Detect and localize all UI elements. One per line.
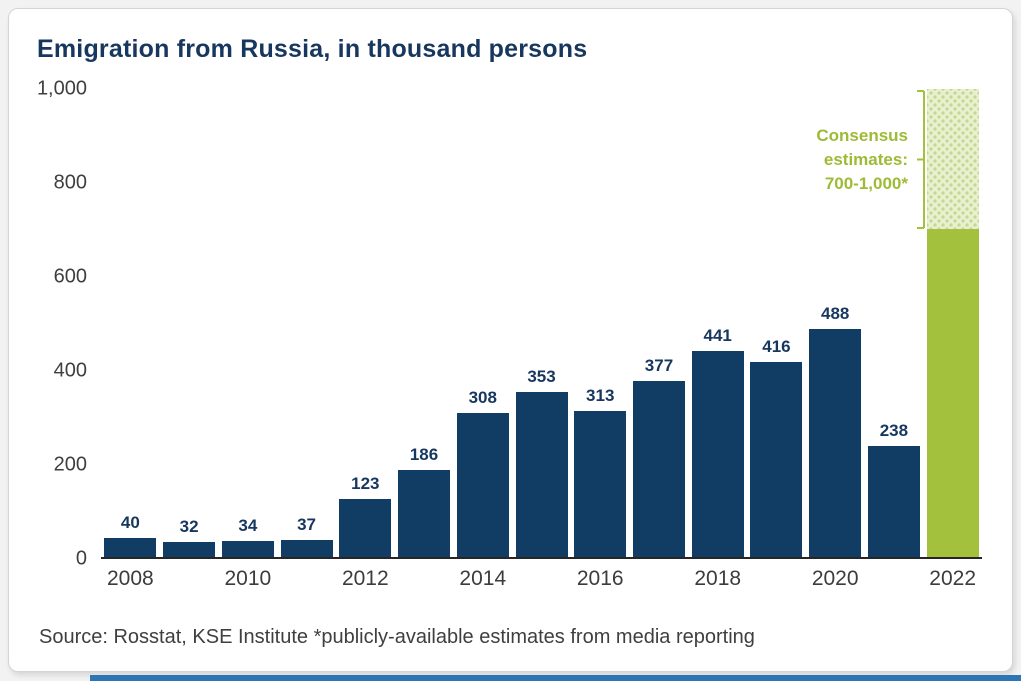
x-tick-label: 2010 [224, 567, 272, 590]
bar-column: 353 [512, 89, 571, 557]
x-tick-label [160, 567, 219, 591]
bar-column: 40 [101, 89, 160, 557]
bar-column [923, 89, 982, 557]
bar-column: 123 [336, 89, 395, 557]
bar-value-label: 441 [703, 325, 732, 345]
bar-value-label: 40 [120, 513, 140, 533]
x-tick-label: 2014 [459, 567, 507, 590]
bar-value-label: 353 [527, 366, 556, 386]
estimate-range-bracket [917, 90, 925, 229]
x-tick-label: 2022 [929, 567, 976, 590]
bar-column: 32 [160, 89, 219, 557]
y-tick-label: 800 [53, 171, 87, 194]
y-tick-label: 0 [75, 547, 87, 570]
chart-card: Emigration from Russia, in thousand pers… [8, 8, 1013, 672]
x-tick-label [630, 567, 689, 591]
bottom-blue-strip [90, 675, 1021, 681]
bar-value-label: 123 [351, 474, 380, 494]
x-tick-label [747, 567, 806, 591]
x-tick-label [865, 567, 924, 591]
bar-column: 416 [747, 89, 806, 557]
annotation-line: Consensus [816, 125, 908, 145]
chart-area: 0 200 400 600 800 1,000 Consensus estimates: … [37, 78, 982, 570]
bar-column: 238 [865, 89, 924, 557]
bar-value-label: 416 [762, 337, 791, 357]
bar-2021: 238 [867, 421, 920, 557]
bar-2011: 37 [280, 515, 333, 557]
x-tick-label: 2018 [694, 567, 742, 590]
bar-2013: 186 [398, 445, 451, 557]
x-tick-label: 2008 [107, 567, 154, 590]
bar-2012: 123 [339, 474, 392, 557]
bar-column: 488 [806, 89, 865, 557]
x-tick-label [395, 567, 454, 591]
bar-column: 313 [571, 89, 630, 557]
bar-2022-estimate [926, 89, 979, 557]
bar-value-label: 313 [586, 385, 615, 405]
bar-2015: 353 [515, 367, 568, 557]
consensus-annotation: Consensus estimates: 700-1,000* [816, 89, 928, 230]
bar-2014: 308 [456, 388, 509, 557]
bar-2019: 416 [750, 337, 803, 557]
bar-column: 377 [630, 89, 689, 557]
bar-2017: 377 [632, 356, 685, 557]
bar-2008: 40 [104, 513, 157, 557]
y-tick-label: 400 [53, 359, 87, 382]
x-tick-label [277, 567, 336, 591]
bar-column: 186 [395, 89, 454, 557]
x-tick-label [512, 567, 571, 591]
estimate-range-segment [926, 89, 979, 230]
bar-column: 308 [453, 89, 512, 557]
bar-value-label: 238 [879, 420, 909, 440]
bar-value-label: 308 [468, 387, 497, 407]
x-axis: 2008 2010 2012 2014 2016 2018 2020 2022 [101, 567, 982, 591]
source-note: Source: Rosstat, KSE Institute *publicly… [39, 626, 755, 648]
x-tick-label: 2012 [341, 567, 389, 590]
x-tick-label: 2016 [576, 567, 624, 590]
bar-value-label: 377 [644, 355, 674, 375]
bar-column: 34 [218, 89, 277, 557]
estimate-solid-segment [926, 229, 979, 557]
bar-column: 441 [688, 89, 747, 557]
bar-value-label: 186 [409, 444, 439, 464]
bar-2020: 488 [809, 304, 862, 557]
y-tick-label: 1,000 [36, 77, 87, 100]
y-tick-label: 600 [53, 265, 87, 288]
bar-value-label: 488 [820, 303, 850, 323]
bar-2018: 441 [691, 326, 744, 557]
bar-2016: 313 [574, 386, 627, 557]
y-axis: 0 200 400 600 800 1,000 [37, 78, 101, 570]
bar-value-label: 34 [238, 516, 258, 536]
chart-title: Emigration from Russia, in thousand pers… [37, 35, 588, 63]
plot-area: Consensus estimates: 700-1,000* 40 32 34 37… [101, 89, 982, 559]
consensus-annotation-text: Consensus estimates: 700-1,000* [816, 124, 908, 196]
bar-2009: 32 [163, 517, 216, 557]
annotation-line: 700-1,000* [824, 173, 908, 193]
x-tick-label: 2020 [811, 567, 859, 590]
bar-2010: 34 [221, 516, 274, 557]
bar-value-label: 37 [297, 514, 317, 534]
bar-value-label: 32 [179, 517, 199, 537]
annotation-line: estimates: [823, 149, 908, 169]
y-tick-label: 200 [53, 453, 87, 476]
bar-column: 37 [277, 89, 336, 557]
